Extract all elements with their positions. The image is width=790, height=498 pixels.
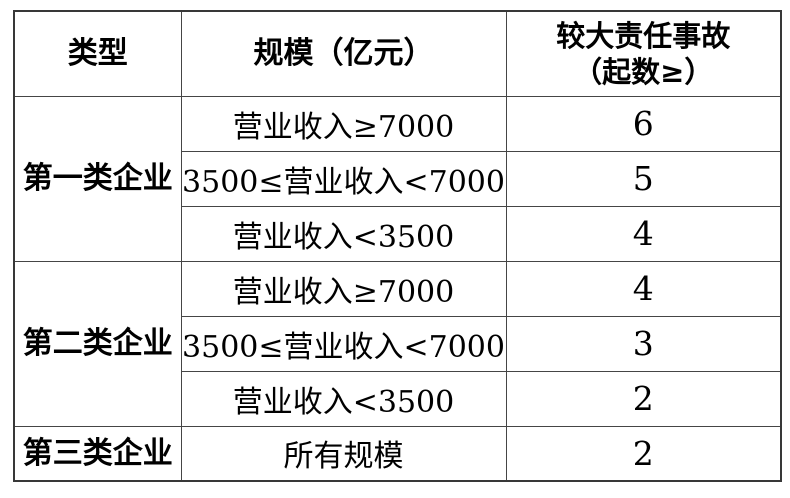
table-row: 3500≤营业收入<7000 5 <box>14 150 782 207</box>
table-row: 第三类企业 所有规模 2 <box>13 425 782 482</box>
value-cell: 4 <box>505 205 782 262</box>
table-row: 第一类企业 营业收入≥7000 6 <box>13 95 782 262</box>
value-cell: 3 <box>505 315 782 372</box>
header-accidents: 较大责任事故 （起数≥） <box>505 10 782 97</box>
value-cell: 5 <box>505 150 782 207</box>
table-row: 3500≤营业收入<7000 3 <box>14 315 782 372</box>
scale-cell: 营业收入<3500 <box>180 370 507 427</box>
type-cell-group1: 第一类企业 <box>13 95 182 262</box>
scale-cell: 3500≤营业收入<7000 <box>180 315 507 372</box>
scale-cell: 营业收入≥7000 <box>180 260 507 317</box>
value-cell: 4 <box>505 260 782 317</box>
scale-cell: 营业收入≥7000 <box>180 95 507 152</box>
scale-cell: 营业收入<3500 <box>180 205 507 262</box>
type-cell-group2: 第二类企业 <box>13 260 182 427</box>
type-cell-group3: 第三类企业 <box>13 425 182 482</box>
table-row: 营业收入<3500 4 <box>14 205 782 262</box>
header-scale: 规模（亿元） <box>180 10 507 97</box>
scale-cell: 3500≤营业收入<7000 <box>180 150 507 207</box>
header-row: 类型 规模（亿元） 较大责任事故 （起数≥） <box>13 10 782 97</box>
scale-cell: 所有规模 <box>180 425 507 482</box>
table-row: 第二类企业 营业收入≥7000 4 <box>13 260 782 427</box>
value-cell: 6 <box>505 95 782 152</box>
value-cell: 2 <box>505 425 782 482</box>
classification-table: 类型 规模（亿元） 较大责任事故 （起数≥） 第一类企业 营业收入≥7000 6… <box>13 10 782 482</box>
value-cell: 2 <box>505 370 782 427</box>
header-type: 类型 <box>13 10 182 97</box>
